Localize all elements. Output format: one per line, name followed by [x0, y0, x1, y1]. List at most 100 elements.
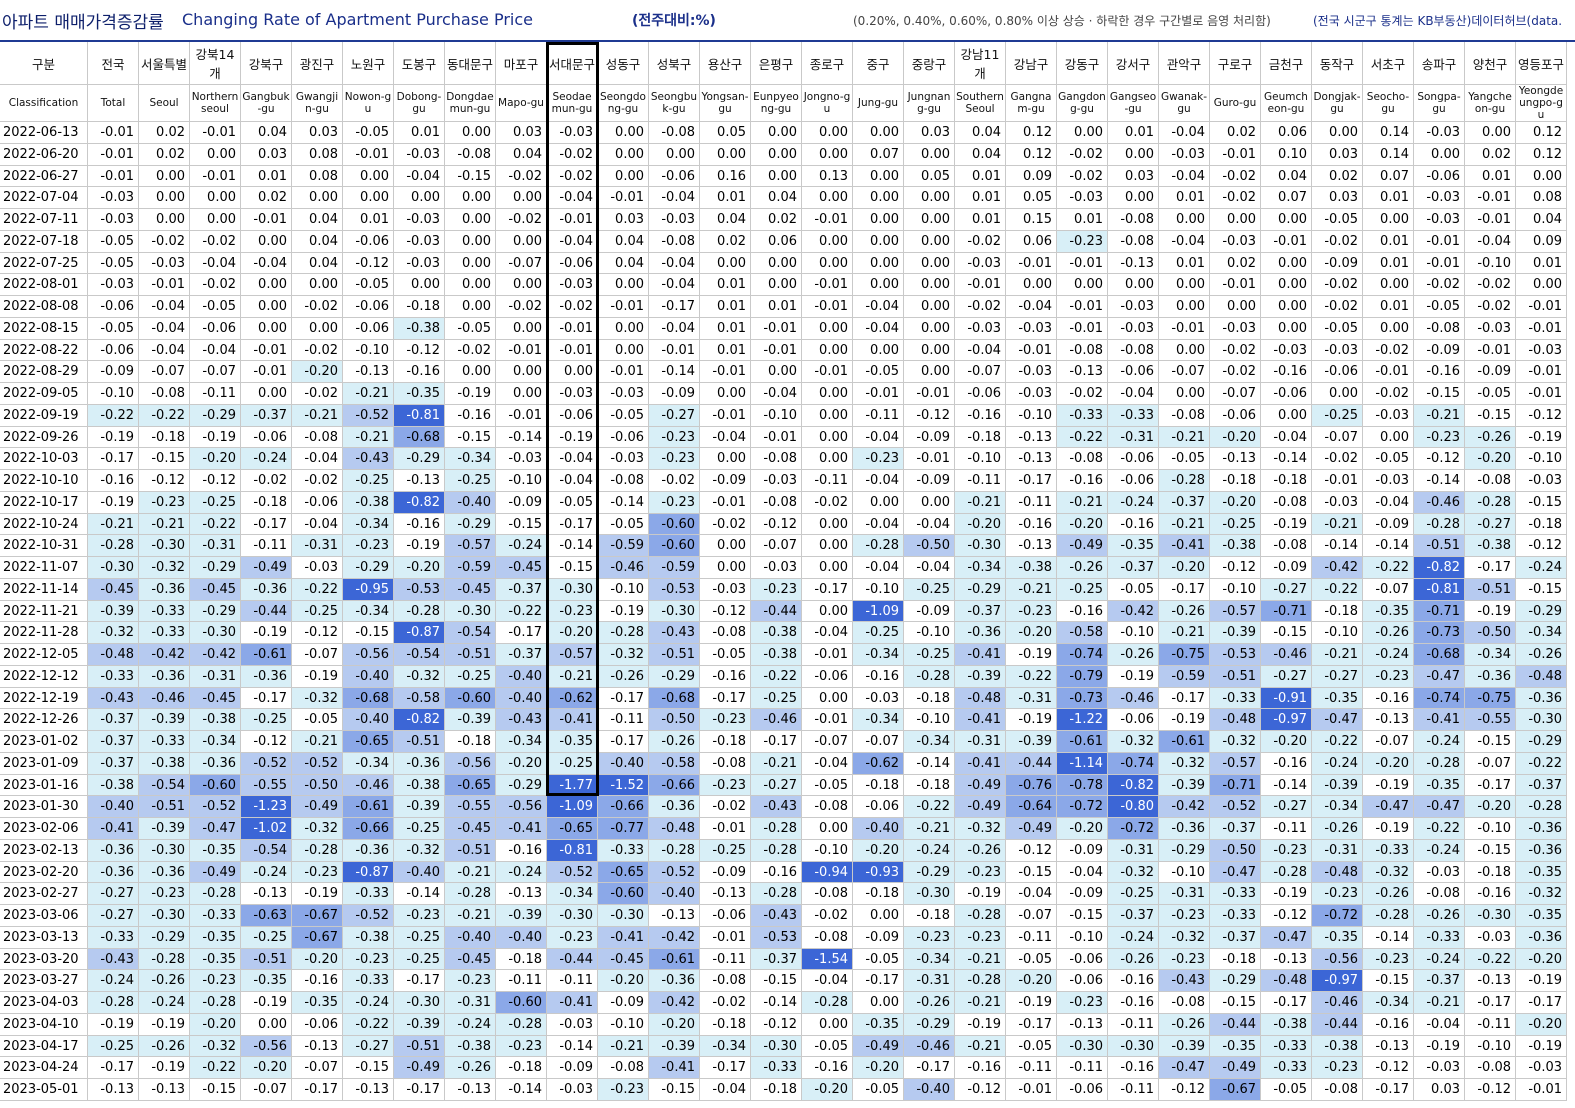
- value-cell: -0.28: [190, 883, 241, 905]
- value-cell: -0.32: [598, 644, 649, 666]
- value-cell: 0.00: [139, 187, 190, 209]
- value-cell: -0.48: [649, 818, 700, 840]
- value-cell: -0.26: [1108, 644, 1159, 666]
- value-cell: -0.12: [1516, 404, 1567, 427]
- value-cell: -0.26: [1414, 905, 1465, 927]
- value-cell: -0.08: [1261, 535, 1312, 557]
- value-cell: -0.36: [139, 665, 190, 688]
- value-cell: -0.81: [547, 839, 598, 862]
- value-cell: -0.17: [88, 1057, 139, 1079]
- value-cell: -0.22: [190, 513, 241, 536]
- value-cell: -0.27: [649, 404, 700, 427]
- value-cell: -0.46: [1261, 644, 1312, 666]
- value-cell: -0.02: [292, 339, 343, 362]
- value-cell: -0.25: [1312, 404, 1363, 427]
- value-cell: -0.32: [292, 687, 343, 710]
- value-cell: -0.18: [751, 1079, 802, 1101]
- value-cell: -0.02: [241, 470, 292, 492]
- value-cell: -0.17: [751, 731, 802, 753]
- value-cell: -0.09: [1312, 252, 1363, 275]
- value-cell: -0.01: [1516, 361, 1567, 383]
- value-cell: -0.01: [88, 143, 139, 166]
- value-cell: -0.71: [1210, 774, 1261, 797]
- value-cell: 0.00: [1261, 296, 1312, 318]
- value-cell: -0.49: [190, 861, 241, 884]
- value-cell: 0.00: [598, 317, 649, 340]
- value-cell: -0.14: [1312, 535, 1363, 557]
- value-cell: -0.15: [1465, 404, 1516, 427]
- value-cell: -0.22: [1057, 426, 1108, 449]
- value-cell: 0.02: [1210, 252, 1261, 275]
- value-cell: 0.06: [1261, 122, 1312, 144]
- value-cell: -0.30: [649, 600, 700, 623]
- value-cell: -0.17: [1159, 687, 1210, 710]
- value-cell: -1.09: [853, 600, 904, 623]
- value-cell: -0.16: [1006, 513, 1057, 536]
- value-cell: -0.01: [1261, 230, 1312, 253]
- value-cell: -0.06: [1057, 1079, 1108, 1101]
- value-cell: 0.00: [241, 296, 292, 318]
- value-cell: -0.25: [1210, 513, 1261, 536]
- value-cell: -0.08: [802, 796, 853, 818]
- value-cell: -0.46: [1108, 687, 1159, 710]
- value-cell: -0.25: [190, 491, 241, 514]
- value-cell: -0.41: [955, 709, 1006, 731]
- value-cell: -0.30: [1516, 709, 1567, 731]
- value-cell: -0.01: [598, 361, 649, 383]
- value-cell: -0.52: [190, 796, 241, 818]
- value-cell: -0.31: [1108, 426, 1159, 449]
- value-cell: -0.01: [1006, 1079, 1057, 1101]
- value-cell: -0.21: [445, 861, 496, 884]
- value-cell: -0.31: [1108, 839, 1159, 862]
- value-cell: -0.42: [190, 644, 241, 666]
- value-cell: -0.78: [1057, 774, 1108, 797]
- value-cell: -0.11: [547, 970, 598, 992]
- value-cell: -0.11: [241, 535, 292, 557]
- value-cell: -0.37: [88, 752, 139, 775]
- value-cell: -0.80: [1108, 796, 1159, 818]
- value-cell: -0.19: [1363, 818, 1414, 840]
- value-cell: -0.16: [751, 861, 802, 884]
- date-cell: 2023-02-27: [0, 883, 88, 905]
- value-cell: -0.44: [1210, 1013, 1261, 1036]
- value-cell: -0.28: [1159, 470, 1210, 492]
- value-cell: -0.39: [394, 1013, 445, 1036]
- value-cell: -0.15: [343, 622, 394, 644]
- value-cell: -1.52: [598, 774, 649, 797]
- value-cell: -0.20: [241, 1057, 292, 1079]
- header-ko: 종로구: [802, 42, 853, 85]
- value-cell: -0.04: [853, 513, 904, 536]
- value-cell: -0.12: [1261, 905, 1312, 927]
- value-cell: 0.00: [751, 361, 802, 383]
- value-cell: -0.10: [1006, 404, 1057, 427]
- value-cell: -0.33: [1108, 404, 1159, 427]
- value-cell: -0.46: [139, 687, 190, 710]
- value-cell: -0.34: [1516, 622, 1567, 644]
- value-cell: -0.01: [700, 818, 751, 840]
- value-cell: -0.26: [904, 992, 955, 1014]
- value-cell: -0.44: [751, 600, 802, 623]
- value-cell: -0.03: [547, 274, 598, 296]
- source: (전국 시군구 통계는 KB부동산)데이터허브(data.: [1313, 14, 1563, 28]
- value-cell: -0.31: [904, 970, 955, 992]
- value-cell: -0.51: [394, 1035, 445, 1058]
- value-cell: -0.30: [904, 883, 955, 905]
- value-cell: 0.00: [241, 274, 292, 296]
- value-cell: -0.52: [343, 404, 394, 427]
- value-cell: -0.26: [1159, 600, 1210, 623]
- value-cell: -0.16: [853, 665, 904, 688]
- value-cell: -0.27: [751, 774, 802, 797]
- value-cell: -0.48: [1210, 709, 1261, 731]
- value-cell: 0.00: [241, 317, 292, 340]
- header-en: Guro-gu: [1210, 85, 1261, 122]
- value-cell: -0.38: [751, 644, 802, 666]
- value-cell: -0.08: [598, 470, 649, 492]
- value-cell: -0.33: [1210, 905, 1261, 927]
- value-cell: -0.26: [1057, 557, 1108, 579]
- value-cell: -0.17: [547, 513, 598, 536]
- value-cell: -0.08: [751, 491, 802, 514]
- value-cell: -0.28: [1363, 905, 1414, 927]
- value-cell: -0.28: [190, 992, 241, 1014]
- value-cell: -0.19: [1006, 992, 1057, 1014]
- value-cell: -0.05: [802, 1035, 853, 1058]
